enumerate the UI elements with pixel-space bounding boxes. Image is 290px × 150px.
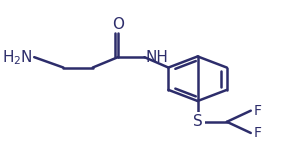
Text: F: F xyxy=(253,126,261,140)
Text: O: O xyxy=(112,17,124,32)
Text: S: S xyxy=(193,114,202,129)
Text: H$_2$N: H$_2$N xyxy=(2,48,33,66)
Text: NH: NH xyxy=(146,50,169,65)
Text: F: F xyxy=(253,104,261,118)
